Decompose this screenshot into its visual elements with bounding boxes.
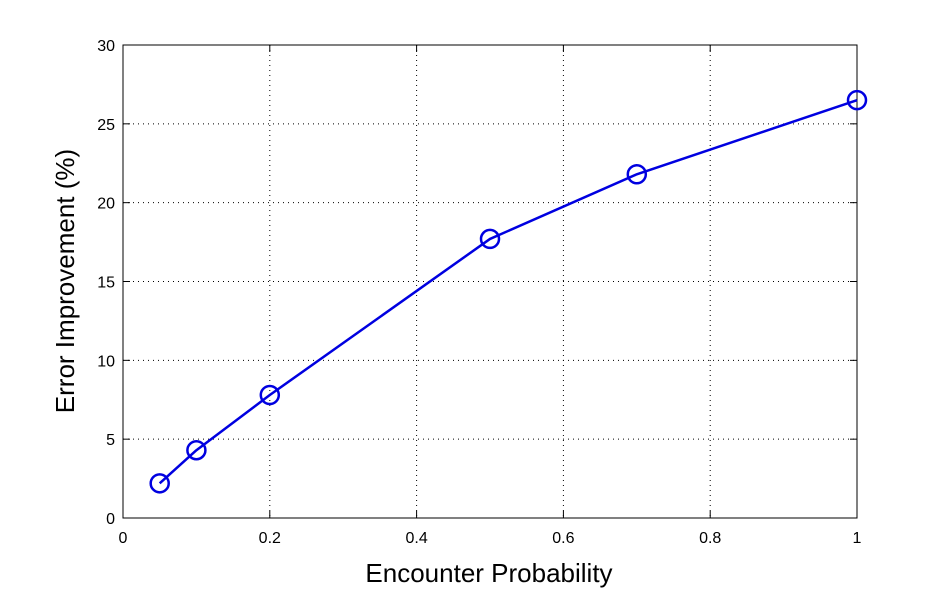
x-tick-label: 0.2 [259, 530, 281, 547]
grid [123, 45, 857, 518]
data-point [846, 89, 868, 111]
data-point [149, 473, 170, 494]
data-point [186, 439, 207, 461]
y-tick-label: 25 [97, 117, 115, 134]
y-axis-label: Error Improvement (%) [50, 149, 80, 413]
x-tick-label: 0.8 [699, 530, 721, 547]
data-point [626, 164, 648, 185]
axes [122, 44, 858, 519]
x-axis-label: Encounter Probability [365, 558, 612, 588]
y-tick-label: 0 [106, 511, 115, 528]
series-line [158, 98, 858, 485]
x-tick-label: 0 [119, 530, 128, 547]
y-tick-label: 10 [97, 353, 115, 370]
series [149, 89, 868, 494]
x-tick-label: 0.6 [552, 530, 574, 547]
y-tick-label: 20 [97, 196, 115, 213]
y-tick-label: 5 [106, 432, 115, 449]
x-tick-label: 1 [853, 530, 862, 547]
data-point [259, 384, 281, 406]
data-point [479, 228, 501, 250]
y-tick-label: 15 [97, 275, 115, 292]
x-tick-label: 0.4 [405, 530, 427, 547]
y-tick-label: 30 [97, 38, 115, 55]
